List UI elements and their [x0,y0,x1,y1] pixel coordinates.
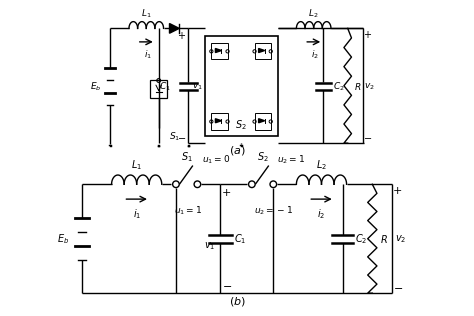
Text: $S_1$: $S_1$ [181,150,192,164]
Text: $L_2$: $L_2$ [316,158,327,172]
Polygon shape [170,23,179,33]
Text: $S_1$: $S_1$ [169,130,180,143]
Text: $v_2$: $v_2$ [365,81,375,92]
Text: $u_2=-1$: $u_2=-1$ [254,204,292,216]
Text: $-$: $-$ [364,132,373,142]
Text: $R$: $R$ [380,233,387,245]
Text: $i_1$: $i_1$ [144,49,152,61]
Polygon shape [215,48,221,52]
Text: $-$: $-$ [177,132,186,142]
Text: $u_2=1$: $u_2=1$ [277,154,305,166]
Text: $E_b$: $E_b$ [90,80,101,93]
Text: +: + [364,30,371,40]
Text: $L_1$: $L_1$ [141,7,152,20]
Text: $(a)$: $(a)$ [228,144,246,157]
Text: $i_2$: $i_2$ [318,207,326,221]
Bar [205,36,277,137]
Text: $u_1=0$: $u_1=0$ [202,154,230,166]
Polygon shape [259,119,264,123]
Text: $C_2$: $C_2$ [333,80,345,93]
Text: $-$: $-$ [222,280,232,290]
Text: +: + [393,186,402,196]
Bar [211,43,228,59]
Polygon shape [215,119,221,123]
Text: $S_2$: $S_2$ [235,118,247,132]
Text: $C_1$: $C_1$ [159,80,171,93]
Bar [211,113,228,130]
Text: +: + [177,31,185,41]
Text: $v_1$: $v_1$ [204,240,216,252]
Text: $C_2$: $C_2$ [355,232,367,246]
Text: $v_2$: $v_2$ [395,233,407,245]
Bar [150,81,167,98]
Text: $S_2$: $S_2$ [257,150,268,164]
Text: $C_1$: $C_1$ [234,232,247,246]
Bar [255,113,271,130]
Text: $L_2$: $L_2$ [309,7,319,20]
Text: $E_b$: $E_b$ [57,232,69,246]
Text: $(b)$: $(b)$ [228,295,246,308]
Text: $R$: $R$ [354,81,361,92]
Bar [255,43,271,59]
Text: +: + [222,188,231,198]
Text: $i_2$: $i_2$ [311,49,319,61]
Polygon shape [259,48,264,52]
Text: $v_1$: $v_1$ [191,81,202,92]
Text: $-$: $-$ [393,282,403,292]
Text: $L_1$: $L_1$ [131,158,142,172]
Text: $i_1$: $i_1$ [133,207,141,221]
Text: $u_1=1$: $u_1=1$ [174,204,202,216]
